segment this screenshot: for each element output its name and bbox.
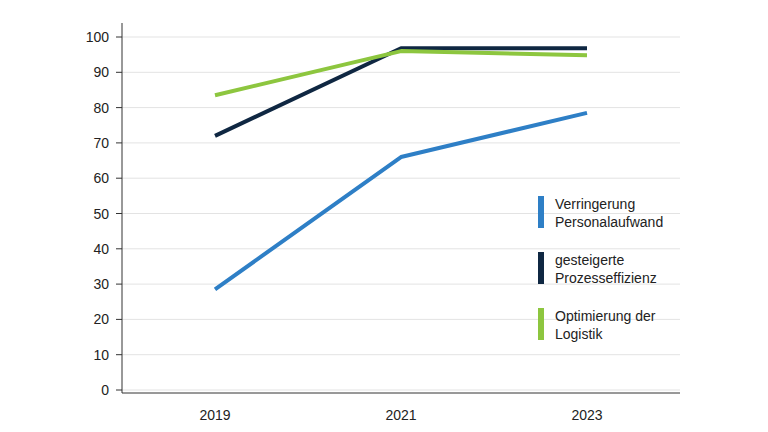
grid-line bbox=[122, 248, 680, 249]
tick-mark bbox=[116, 72, 122, 73]
category-label: 2023 bbox=[571, 407, 602, 423]
tick-mark bbox=[116, 354, 122, 355]
legend-label: gesteigerteProzesseffizienz bbox=[555, 252, 657, 286]
tick-mark bbox=[116, 284, 122, 285]
grid-line bbox=[122, 72, 680, 73]
grid-line bbox=[122, 107, 680, 108]
grid-line bbox=[122, 178, 680, 179]
category-label: 2019 bbox=[199, 407, 230, 423]
tick-mark bbox=[116, 37, 122, 38]
category-label: 2021 bbox=[385, 407, 416, 423]
tick-mark bbox=[116, 319, 122, 320]
tick-mark bbox=[116, 213, 122, 214]
tick-mark bbox=[116, 178, 122, 179]
legend-swatch bbox=[538, 196, 544, 228]
tick-label: 70 bbox=[93, 135, 109, 151]
tick-label: 90 bbox=[93, 64, 109, 80]
tick-label: 50 bbox=[93, 206, 109, 222]
grid-line bbox=[122, 142, 680, 143]
legend-swatch bbox=[538, 308, 544, 340]
tick-label: 10 bbox=[93, 347, 109, 363]
tick-label: 40 bbox=[93, 241, 109, 257]
legend-label: Optimierung derLogistik bbox=[555, 308, 656, 342]
tick-label: 20 bbox=[93, 311, 109, 327]
tick-label: 30 bbox=[93, 276, 109, 292]
series-line bbox=[215, 48, 587, 136]
tick-mark bbox=[116, 107, 122, 108]
series-group bbox=[215, 48, 587, 289]
tick-mark bbox=[116, 390, 122, 391]
tick-label: 100 bbox=[86, 29, 110, 45]
tick-label: 80 bbox=[93, 100, 109, 116]
grid-line bbox=[122, 37, 680, 38]
chart: 0 10 20 30 40 50 60 70 80 90 100 2019 2021 2023 Verrin… bbox=[0, 0, 768, 432]
legend-swatch bbox=[538, 252, 544, 284]
grid-line bbox=[122, 390, 680, 391]
tick-label: 60 bbox=[93, 170, 109, 186]
x-axis bbox=[122, 393, 680, 394]
series-line bbox=[215, 51, 587, 95]
grid-line bbox=[122, 354, 680, 355]
tick-mark bbox=[116, 142, 122, 143]
legend-label: VerringerungPersonalaufwand bbox=[555, 196, 663, 230]
tick-mark bbox=[116, 248, 122, 249]
tick-label: 0 bbox=[101, 382, 109, 398]
series-line bbox=[215, 113, 587, 290]
y-axis bbox=[122, 23, 123, 393]
